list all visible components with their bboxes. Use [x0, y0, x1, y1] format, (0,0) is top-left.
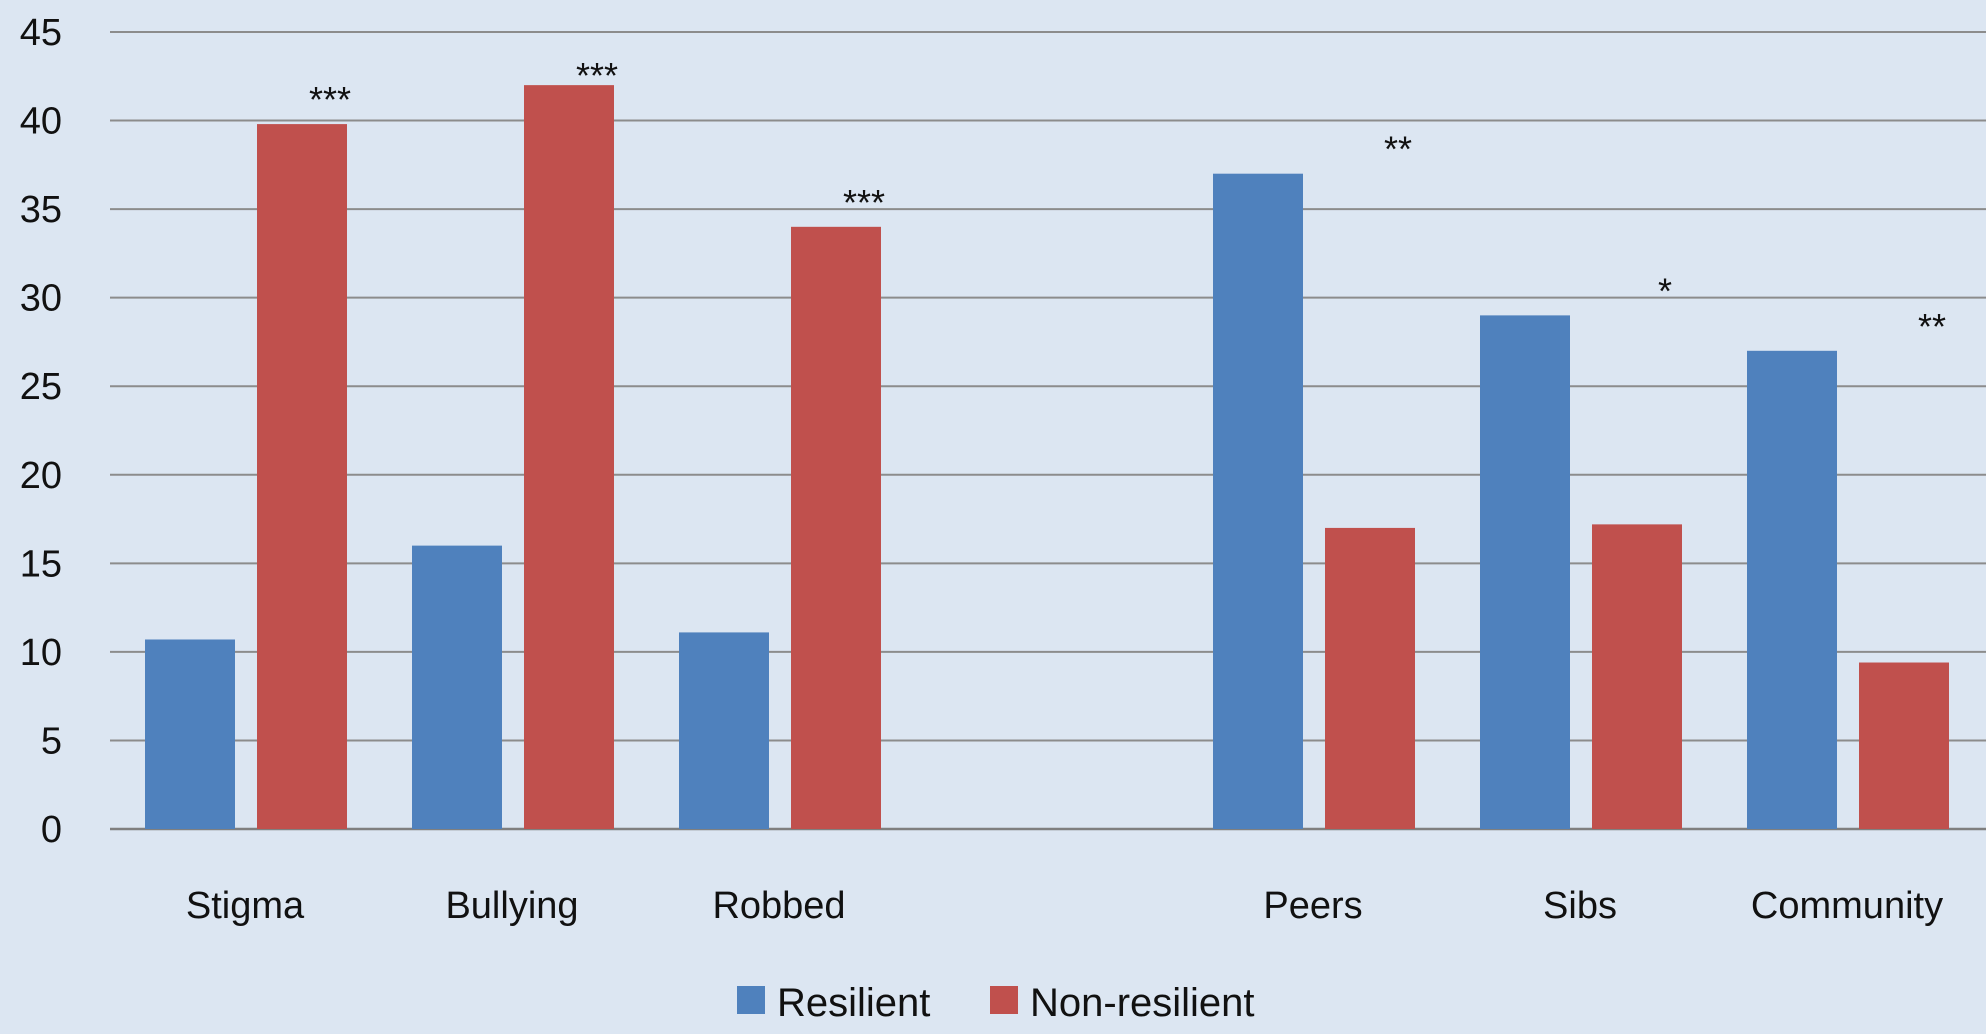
significance-annotations: ************** [309, 55, 1946, 347]
y-tick-label: 35 [20, 189, 62, 231]
significance-marker: ** [1918, 306, 1946, 347]
bar-resilient [1480, 315, 1570, 829]
significance-marker: *** [843, 182, 885, 223]
bar-non-resilient [1592, 524, 1682, 829]
bar-non-resilient [791, 226, 881, 830]
significance-marker: *** [576, 55, 618, 96]
y-tick-label: 25 [20, 366, 62, 408]
bar-resilient [679, 632, 769, 829]
y-tick-label: 20 [20, 455, 62, 497]
y-axis-tick-labels: 0 5 10 15 20 25 30 35 40 45 [20, 12, 62, 851]
x-category-label: Stigma [186, 885, 305, 927]
bar-resilient [412, 545, 502, 829]
y-tick-label: 45 [20, 12, 62, 54]
bar-non-resilient [524, 85, 614, 830]
significance-marker: * [1658, 270, 1672, 311]
significance-marker: *** [309, 79, 351, 120]
legend-swatch-resilient [737, 986, 765, 1014]
significance-marker: ** [1384, 129, 1412, 170]
gridlines [110, 31, 1986, 831]
x-category-label: Bullying [445, 885, 578, 927]
bar-non-resilient [1859, 662, 1949, 829]
y-tick-label: 15 [20, 543, 62, 585]
y-tick-label: 30 [20, 278, 62, 320]
legend: Resilient Non-resilient [737, 981, 1255, 1025]
bar-resilient [1213, 173, 1303, 829]
legend-swatch-non-resilient [990, 986, 1018, 1014]
legend-label: Non-resilient [1030, 981, 1255, 1025]
bar-resilient [145, 639, 235, 829]
x-axis-category-labels: Stigma Bullying Robbed Peers Sibs Community [186, 885, 1943, 927]
bar-non-resilient [1325, 527, 1415, 829]
bars [145, 85, 1949, 830]
x-category-label: Community [1751, 885, 1943, 927]
y-tick-label: 40 [20, 101, 62, 143]
x-category-label: Sibs [1543, 885, 1617, 927]
y-tick-label: 5 [41, 720, 62, 762]
legend-label: Resilient [777, 981, 930, 1025]
bar-resilient [1747, 350, 1837, 829]
x-category-label: Peers [1263, 885, 1362, 927]
x-category-label: Robbed [712, 885, 845, 927]
y-tick-label: 10 [20, 632, 62, 674]
y-tick-label: 0 [41, 809, 62, 851]
bar-non-resilient [257, 124, 347, 829]
